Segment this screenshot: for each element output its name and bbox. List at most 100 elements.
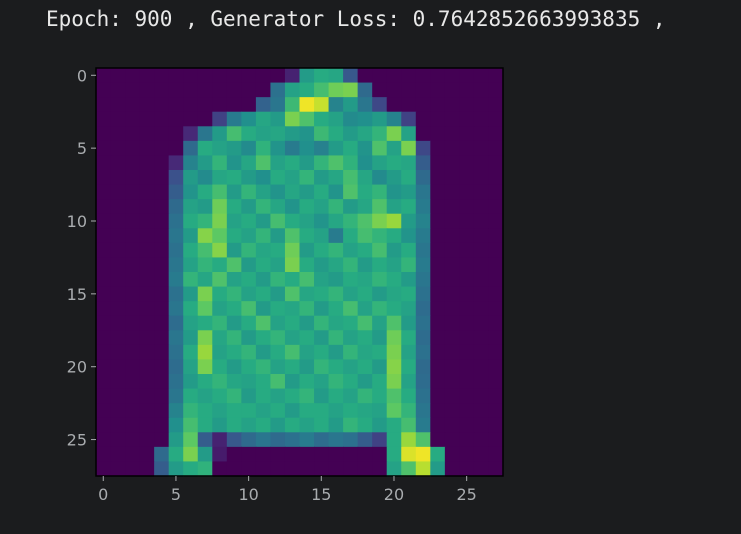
heatmap-cell xyxy=(328,374,344,390)
heatmap-cell xyxy=(125,97,141,113)
heatmap-cell xyxy=(168,257,184,273)
heatmap-cell xyxy=(328,359,344,375)
heatmap-cell xyxy=(270,403,286,419)
heatmap-cell xyxy=(197,228,213,244)
heatmap-cell xyxy=(197,199,213,215)
heatmap-cell xyxy=(255,403,272,419)
heatmap-cell xyxy=(96,170,112,186)
heatmap-cell xyxy=(299,461,315,477)
heatmap-cell xyxy=(110,432,126,448)
heatmap-cell xyxy=(444,286,460,302)
heatmap-cell xyxy=(430,213,446,229)
heatmap-cell xyxy=(154,82,170,98)
heatmap-cell xyxy=(459,213,475,229)
heatmap-cell xyxy=(401,228,417,244)
heatmap-cell xyxy=(473,242,490,259)
heatmap-cell xyxy=(386,330,402,346)
heatmap-cell xyxy=(197,417,213,433)
heatmap-cell xyxy=(415,257,431,273)
heatmap-cell xyxy=(372,68,388,84)
heatmap-cell xyxy=(96,432,112,448)
heatmap-cell xyxy=(444,388,460,404)
x-tick-label: 15 xyxy=(311,485,331,504)
heatmap-cell xyxy=(299,374,315,390)
heatmap-cell xyxy=(299,301,315,317)
heatmap-cell xyxy=(328,417,344,433)
heatmap-cell xyxy=(459,272,475,288)
heatmap-cell xyxy=(226,403,242,419)
heatmap-cell xyxy=(299,432,315,448)
heatmap-cell xyxy=(473,344,490,361)
heatmap-cell xyxy=(226,126,242,142)
heatmap-cell xyxy=(168,97,184,113)
heatmap-cell xyxy=(415,461,431,477)
heatmap-cell xyxy=(473,199,490,215)
heatmap-cell xyxy=(386,344,402,361)
heatmap-cell xyxy=(270,140,286,157)
heatmap-cell xyxy=(139,272,155,288)
heatmap-cell xyxy=(401,359,417,375)
heatmap-cell xyxy=(270,286,286,302)
heatmap-cell xyxy=(328,140,344,157)
heatmap-cell xyxy=(270,111,286,127)
heatmap-cell xyxy=(125,82,141,98)
heatmap-cell xyxy=(357,155,373,171)
heatmap-cell xyxy=(444,403,460,419)
heatmap-cell xyxy=(197,155,213,171)
heatmap-cell xyxy=(183,374,199,390)
heatmap-cell xyxy=(284,403,301,419)
heatmap-cell xyxy=(270,155,286,171)
heatmap-cell xyxy=(372,403,388,419)
heatmap-cell xyxy=(212,432,228,448)
heatmap-cell xyxy=(241,417,257,433)
heatmap-cell xyxy=(401,199,417,215)
heatmap-cell xyxy=(270,68,286,84)
heatmap-cell xyxy=(168,301,184,317)
heatmap-cell xyxy=(183,359,199,375)
heatmap-cell xyxy=(314,388,330,404)
heatmap-cell xyxy=(459,257,475,273)
heatmap-cell xyxy=(154,97,170,113)
heatmap-cell xyxy=(154,432,170,448)
heatmap-cell xyxy=(328,344,344,361)
heatmap-cell xyxy=(473,68,490,84)
heatmap-cell xyxy=(314,242,330,259)
heatmap-cell xyxy=(415,97,431,113)
heatmap-cell xyxy=(459,359,475,375)
heatmap-cell xyxy=(459,155,475,171)
heatmap-cell xyxy=(197,82,213,98)
heatmap-cell xyxy=(430,374,446,390)
heatmap-cell xyxy=(255,257,272,273)
heatmap-cell xyxy=(444,417,460,433)
y-tick-label: 5 xyxy=(77,139,87,158)
heatmap-cells xyxy=(96,68,504,477)
heatmap-cell xyxy=(314,257,330,273)
heatmap-cell xyxy=(125,403,141,419)
heatmap-cell xyxy=(139,82,155,98)
heatmap-cell xyxy=(96,446,112,463)
heatmap-cell xyxy=(430,432,446,448)
heatmap-cell xyxy=(473,257,490,273)
heatmap-cell xyxy=(284,126,301,142)
heatmap-cell xyxy=(473,432,490,448)
heatmap-cell xyxy=(357,272,373,288)
heatmap-cell xyxy=(415,155,431,171)
heatmap-cell xyxy=(125,461,141,477)
heatmap-cell xyxy=(96,242,112,259)
heatmap-cell xyxy=(154,242,170,259)
heatmap-cell xyxy=(241,228,257,244)
heatmap-cell xyxy=(154,126,170,142)
heatmap-cell xyxy=(415,213,431,229)
heatmap-cell xyxy=(110,184,126,200)
heatmap-cell xyxy=(154,213,170,229)
heatmap-cell xyxy=(415,344,431,361)
heatmap-cell xyxy=(96,228,112,244)
heatmap-cell xyxy=(328,403,344,419)
heatmap-cell xyxy=(328,461,344,477)
heatmap-cell xyxy=(488,446,504,463)
heatmap-cell xyxy=(110,315,126,331)
heatmap-cell xyxy=(168,82,184,98)
heatmap-cell xyxy=(96,140,112,157)
y-tick-label: 20 xyxy=(67,358,87,377)
heatmap-cell xyxy=(226,344,242,361)
